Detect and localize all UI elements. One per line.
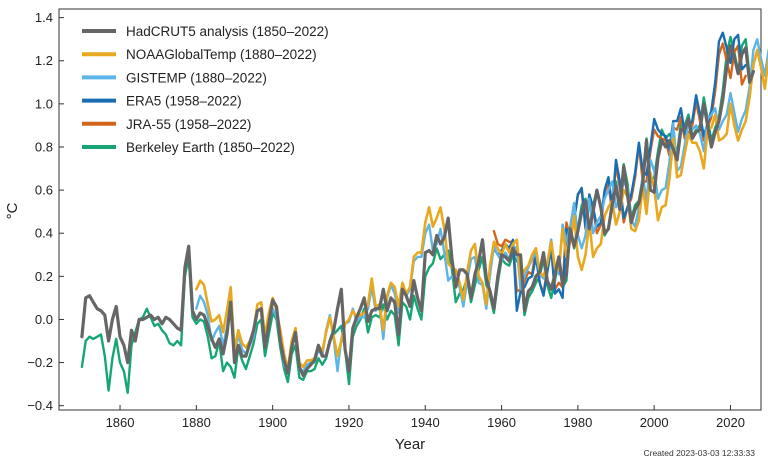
legend-label: Berkeley Earth (1850–2022): [126, 140, 295, 155]
plot-area: [58, 8, 762, 411]
created-timestamp: Created 2023-03-03 12:33:33: [643, 448, 755, 458]
y-axis-label: °C: [4, 202, 21, 219]
legend-label: GISTEMP (1880–2022): [126, 70, 267, 85]
x-tick-label: 2000: [640, 415, 669, 430]
y-tick-label: 0.2: [35, 269, 53, 284]
x-tick-label: 1880: [182, 415, 211, 430]
legend-label: JRA-55 (1958–2022): [126, 117, 251, 132]
y-tick-label: 0.8: [35, 139, 53, 154]
series-layer: [80, 31, 768, 394]
legend-label: HadCRUT5 analysis (1850–2022): [126, 24, 329, 39]
x-tick-label: 1900: [258, 415, 287, 430]
y-tick-label: 1.0: [35, 96, 53, 111]
x-tick-label: 1920: [334, 415, 363, 430]
legend-label: NOAAGlobalTemp (1880–2022): [126, 47, 317, 62]
x-tick-label: 1940: [411, 415, 440, 430]
plot-frame: [58, 8, 762, 411]
x-tick-label: 1860: [106, 415, 135, 430]
y-axis: −0.4 −0.2 0.0 0.2 0.4 0.6 0.8 1.0 1.2 1.4: [27, 10, 64, 413]
x-axis: 1860 1880 1900 1920 1940 1960 1980 2000 2020: [106, 405, 745, 430]
x-tick-label: 1980: [563, 415, 592, 430]
y-tick-label: −0.2: [27, 355, 53, 370]
x-tick-label: 2020: [716, 415, 745, 430]
y-tick-label: 0.6: [35, 183, 53, 198]
y-tick-label: 1.2: [35, 53, 53, 68]
y-tick-label: 0.4: [35, 226, 53, 241]
x-tick-label: 1960: [487, 415, 516, 430]
y-tick-label: 1.4: [35, 10, 53, 25]
y-tick-label: 0.0: [35, 312, 53, 327]
series-line-1: [80, 44, 756, 378]
legend: HadCRUT5 analysis (1850–2022) NOAAGlobalT…: [82, 24, 329, 155]
legend-label: ERA5 (1958–2022): [126, 94, 242, 109]
y-tick-label: −0.4: [27, 398, 53, 413]
x-axis-label: Year: [395, 436, 425, 453]
